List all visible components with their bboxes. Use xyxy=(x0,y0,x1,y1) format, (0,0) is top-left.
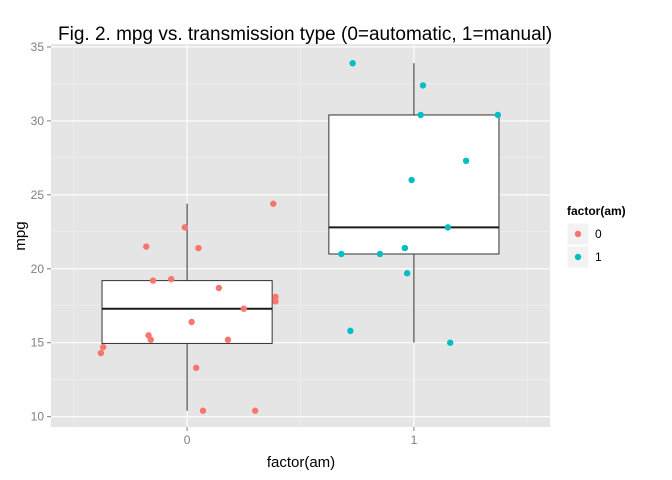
y-tick-label: 15 xyxy=(31,336,45,350)
x-tick-label: 1 xyxy=(411,433,418,447)
point-am-0 xyxy=(192,364,200,372)
legend: factor(am) 01 xyxy=(566,204,626,269)
x-axis-title: factor(am) xyxy=(267,454,335,471)
point-am-0 xyxy=(147,336,154,343)
y-tick-label: 20 xyxy=(31,262,45,276)
point-am-0 xyxy=(224,336,232,343)
point-am-1 xyxy=(408,176,415,184)
y-tick-label: 25 xyxy=(31,188,45,202)
box xyxy=(101,280,273,344)
point-am-1 xyxy=(462,157,470,165)
point-am-0 xyxy=(149,277,157,284)
point-am-0 xyxy=(240,305,247,312)
boxplots xyxy=(101,63,500,411)
legend-key-point xyxy=(574,253,582,261)
point-am-1 xyxy=(376,250,384,258)
point-am-0 xyxy=(143,243,150,250)
y-tick-label: 30 xyxy=(31,114,45,128)
point-am-0 xyxy=(97,349,105,357)
point-am-1 xyxy=(338,250,345,258)
point-am-0 xyxy=(188,318,195,326)
y-axis-title: mpg xyxy=(12,221,29,250)
legend-label: 1 xyxy=(595,250,602,264)
point-am-0 xyxy=(215,284,223,292)
x-tick-label: 0 xyxy=(184,433,191,447)
y-tick-label: 35 xyxy=(31,40,45,54)
point-am-0 xyxy=(195,244,202,252)
point-am-0 xyxy=(251,407,259,414)
legend-entries: 01 xyxy=(566,222,602,269)
point-am-0 xyxy=(168,275,175,283)
point-am-1 xyxy=(417,111,424,119)
point-am-0 xyxy=(99,343,107,351)
legend-label: 0 xyxy=(595,227,602,241)
point-am-1 xyxy=(419,82,427,89)
chart-title: Fig. 2. mpg vs. transmission type (0=aut… xyxy=(58,24,552,45)
boxplot-1 xyxy=(328,63,500,343)
point-am-1 xyxy=(403,270,411,277)
point-am-1 xyxy=(347,327,354,335)
point-am-1 xyxy=(349,60,356,67)
point-am-0 xyxy=(270,200,277,207)
point-am-1 xyxy=(494,111,502,119)
point-am-0 xyxy=(199,407,207,414)
point-am-1 xyxy=(444,224,452,231)
point-am-0 xyxy=(181,224,189,231)
data-points xyxy=(97,60,502,414)
point-am-0 xyxy=(272,298,279,305)
box xyxy=(328,114,500,255)
y-axis-ticks: 10 15 20 25 30 35 xyxy=(31,40,51,424)
point-am-0 xyxy=(272,293,279,301)
y-tick-label: 10 xyxy=(31,410,45,424)
point-am-1 xyxy=(447,339,454,346)
point-am-1 xyxy=(401,244,409,252)
legend-title: factor(am) xyxy=(567,204,626,218)
legend-key-point xyxy=(574,230,582,238)
